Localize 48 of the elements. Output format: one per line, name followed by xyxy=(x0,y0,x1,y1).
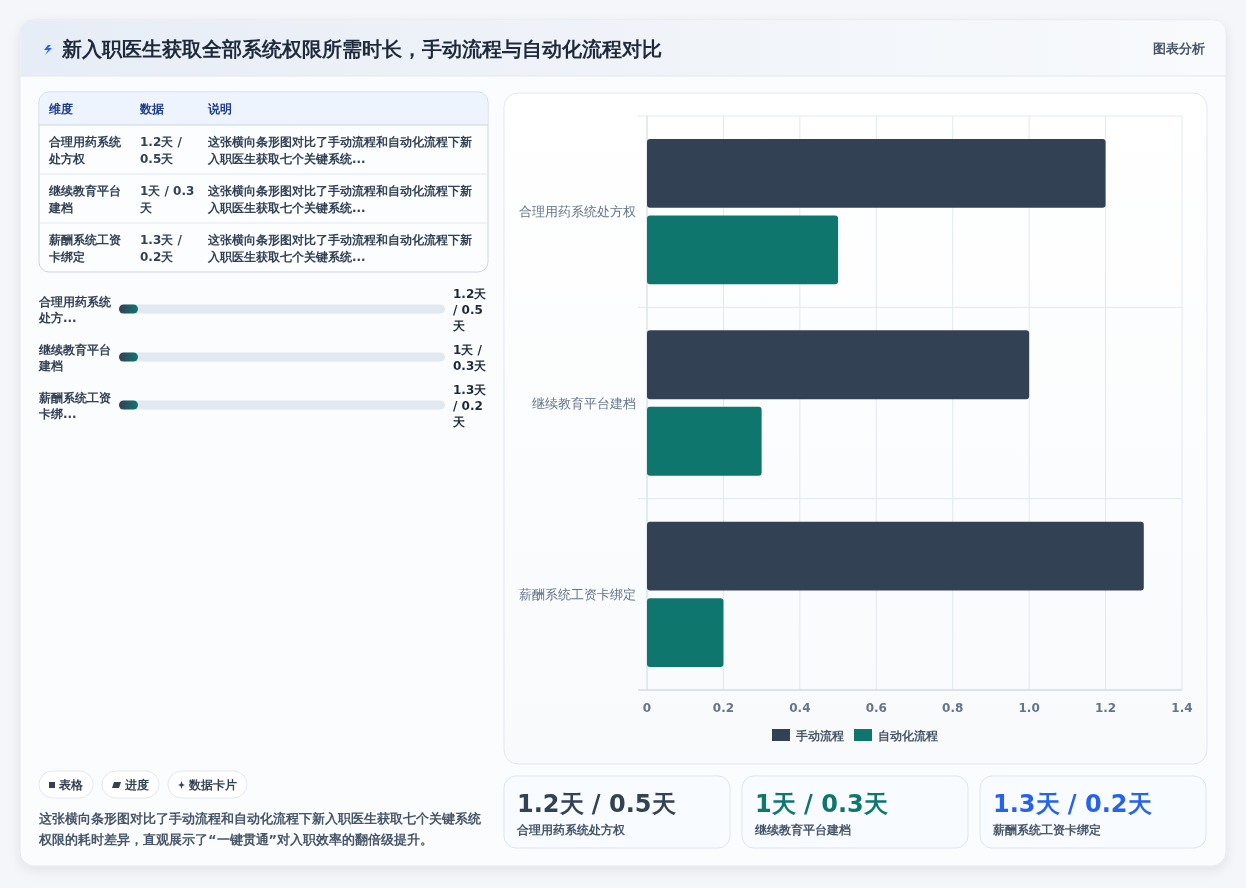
category-label: 合理用药系统处方... xyxy=(38,294,112,325)
legend-label: 手动流程 xyxy=(795,728,844,743)
x-tick-label: 0 xyxy=(642,701,652,715)
x-tick-label: 0.4 xyxy=(789,701,811,715)
text: 这张横向条形图对比了手动流程和自动化流程下新入职医生获取七个关键系统... xyxy=(208,135,472,166)
bar xyxy=(647,138,1106,208)
category-label: 合理用药系统处方权 xyxy=(49,135,121,166)
category-label: 薪酬系统工资卡绑定 xyxy=(992,823,1101,837)
bar xyxy=(647,330,1030,400)
category-label: 薪酬系统工资卡绑定 xyxy=(49,233,121,264)
x-tick-label: 1.0 xyxy=(1018,701,1040,715)
text: 1.3天 / 0.2天 xyxy=(453,382,487,429)
text: 这张横向条形图对比了手动流程和自动化流程下新入职医生获取七个关键系统... xyxy=(208,184,472,215)
x-tick-label: 0.2 xyxy=(712,701,735,715)
bar xyxy=(647,215,839,285)
category-label: 说明 xyxy=(207,102,232,116)
text: 新入职医生获取全部系统权限所需时长，手动流程与自动化流程对比 xyxy=(61,37,662,61)
category-label: 薪酬系统工资卡绑... xyxy=(38,390,111,421)
category-label: 继续教育平台建档 xyxy=(49,184,121,215)
x-tick-label: 0.8 xyxy=(942,701,964,715)
y-tick-label: 合理用药系统处方权 xyxy=(519,204,636,220)
text: 1天 / 0.3天 xyxy=(140,184,195,215)
bar xyxy=(647,521,1144,591)
x-tick-label: 1.2 xyxy=(1094,701,1117,715)
y-tick-label: 继续教育平台建档 xyxy=(532,395,636,411)
text: 1.3天 / 0.2天 xyxy=(140,233,182,264)
category-label: 继续教育平台建档 xyxy=(38,342,111,373)
text: 图表分析 xyxy=(1153,41,1205,56)
text: 1天 / 0.3天 xyxy=(755,790,888,818)
category-label: 继续教育平台建档 xyxy=(754,823,851,837)
category-label: 进度 xyxy=(124,778,149,792)
y-tick-label: 薪酬系统工资卡绑定 xyxy=(519,586,636,602)
text: 1.3天 / 0.2天 xyxy=(993,790,1152,818)
category-label: 数据卡片 xyxy=(188,778,237,792)
category-label: 维度 xyxy=(48,102,73,116)
text: 1.2天 / 0.5天 xyxy=(517,790,676,818)
bar xyxy=(647,598,724,668)
text: 1.2天 / 0.5天 xyxy=(453,286,487,333)
x-tick-label: 0.6 xyxy=(865,701,887,715)
text: 这张横向条形图对比了手动流程和自动化流程下新入职医生获取七个关键系统权限的耗时差异，直观展示了“一键贯通”对入职效率的翻倍级提升。 xyxy=(38,811,482,847)
text: 这张横向条形图对比了手动流程和自动化流程下新入职医生获取七个关键系统... xyxy=(208,233,472,264)
text: 1天 / 0.3天 xyxy=(453,342,487,373)
legend-label: 自动化流程 xyxy=(878,728,938,743)
x-tick-label: 1.4 xyxy=(1171,701,1193,715)
bar xyxy=(647,406,762,476)
text: 1.2天 / 0.5天 xyxy=(140,135,182,166)
category-label: 数据 xyxy=(139,102,164,116)
category-label: 表格 xyxy=(58,778,84,792)
